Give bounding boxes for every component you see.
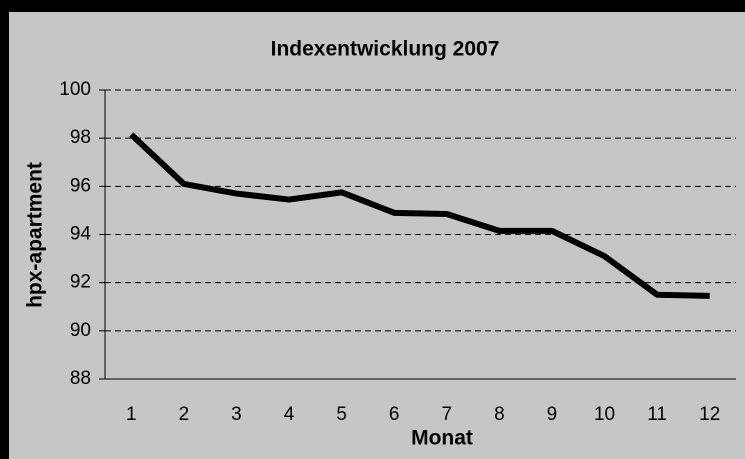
y-tick-label: 98 [70,127,91,148]
x-tick-label: 8 [494,404,505,425]
x-tick-label: 10 [594,404,615,425]
chart-background [9,12,745,459]
y-tick-label: 90 [70,320,91,341]
x-tick-label: 12 [699,404,720,425]
y-tick-label: 94 [70,224,92,245]
y-axis-label: hpx-apartment [24,162,47,308]
chart-title: Indexentwicklung 2007 [271,38,500,61]
y-tick-label: 88 [70,368,91,389]
x-axis-label: Monat [411,427,473,450]
data-line [129,132,710,299]
x-tick-label: 9 [547,404,558,425]
y-tick-label: 92 [70,272,91,293]
x-tick-label: 5 [336,404,347,425]
y-tick-label: 96 [70,175,91,196]
x-tick-label: 11 [647,404,667,425]
x-tick-label: 2 [179,404,190,425]
x-tick-label: 3 [231,404,242,425]
x-tick-label: 1 [126,404,137,425]
x-tick-label: 7 [442,404,453,425]
x-tick-label: 6 [389,404,400,425]
x-tick-label: 4 [284,404,295,425]
y-tick-label: 100 [59,79,91,100]
